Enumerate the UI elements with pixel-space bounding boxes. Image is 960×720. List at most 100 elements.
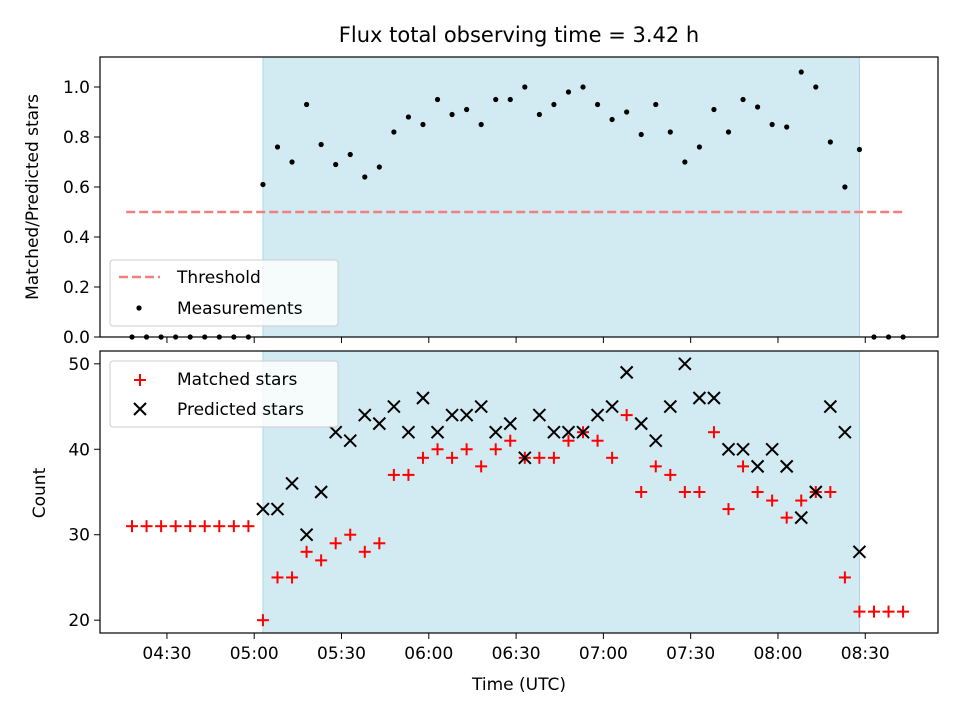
matched-star-point [155,520,168,533]
matched-star-point [722,503,735,516]
predicted-star-point [823,399,838,414]
bottom-xtick-label: 07:00 [579,644,628,664]
predicted-star-point [459,408,474,422]
predicted-star-stroke-b [372,416,387,431]
predicted-star-stroke-b [416,391,430,405]
predicted-star-point [779,459,794,474]
matched-star-point [184,520,197,533]
predicted-star-point [358,408,372,422]
bottom-ytick-label: 20 [68,611,90,631]
measurement-point [638,131,644,138]
matched-star-point [344,528,357,541]
predicted-star-point [619,365,634,380]
matched-star-point [373,537,386,550]
matched-star-point [591,434,604,447]
matched-star-point [315,554,328,567]
measurement-point [493,96,499,103]
matched-star-point [693,486,706,498]
top-legend: Threshold Measurements [109,259,339,327]
predicted-star-stroke-b [750,459,765,474]
predicted-star-stroke-b [678,357,692,371]
predicted-star-stroke-b [256,502,270,516]
predicted-star-stroke-b [532,408,547,422]
predicted-star-point [503,416,517,431]
predicted-star-stroke-b [663,399,678,414]
matched-star-point [242,520,255,533]
predicted-star-stroke-b [765,442,779,456]
measurement-point [478,121,484,128]
top-ytick-label: 0.4 [63,228,90,248]
top-ytick-label: 0.8 [63,128,90,148]
predicted-star-stroke-b [823,399,838,414]
bottom-panel: 20 30 40 50 04:30 05:00 05:30 06:00 06:30 07:00 07… [68,350,939,664]
matched-star-point [867,605,880,618]
measurement-point [667,129,673,135]
matched-star-point [169,520,182,533]
predicted-star-point [750,459,765,474]
measurement-point [769,121,775,128]
measurement-point [856,146,863,153]
predicted-star-stroke-b [838,425,852,439]
matched-star-point [853,605,866,618]
measurement-point [522,84,528,90]
predicted-star-point [649,434,663,448]
matched-star-point [897,605,910,618]
predicted-star-stroke-b [634,416,648,431]
predicted-star-point [256,502,270,516]
bottom-xtick-label: 04:30 [142,644,191,664]
measurement-point [740,96,746,103]
predicted-star-point [430,425,445,439]
predicted-star-stroke-b [401,425,416,439]
predicted-star-point [634,416,648,431]
matched-star-point [402,468,415,481]
predicted-star-stroke-b [692,391,707,405]
bottom-observing-window [262,351,860,633]
matched-star-point [824,486,837,498]
measurement-point [507,96,513,103]
predicted-star-stroke-b [721,442,736,456]
measurement-point [624,109,630,115]
top-ylabel: Matched/Predicted stars [23,94,43,300]
predicted-star-point [372,416,387,431]
measurement-point [594,101,601,108]
xlabel: Time (UTC) [471,675,566,695]
measurement-point [653,101,659,108]
matched-star-point [504,434,517,447]
predicted-star-stroke-b [779,459,794,474]
top-legend-box [109,259,339,327]
matched-star-point [213,520,226,533]
measurement-point [289,159,295,165]
predicted-star-point [387,399,401,414]
bottom-xtick-label: 07:30 [666,644,715,664]
predicted-star-point [299,528,314,542]
predicted-star-point [678,357,692,371]
measurement-point [813,84,819,90]
measurement-point [303,101,310,108]
matched-star-point [882,605,895,618]
matched-star-point [635,486,648,498]
predicted-star-stroke-b [649,434,663,448]
predicted-star-point [314,485,328,499]
top-plot-frame [99,56,939,338]
predicted-star-point [692,391,707,405]
measurement-point [609,116,615,123]
legend-measurements-swatch [136,305,142,311]
measurement-point [362,174,368,180]
predicted-star-point [532,408,547,422]
predicted-star-stroke-b [707,391,721,405]
predicted-star-point [721,442,736,456]
measurement-point [274,144,281,150]
predicted-star-point [561,425,576,439]
measurement-point [449,111,455,118]
predicted-star-stroke-b [489,425,503,439]
chart-title: Flux total observing time = 3.42 h [339,23,699,47]
matched-star-point [140,520,153,533]
predicted-star-stroke-b [605,399,619,414]
predicted-star-stroke-b [619,365,634,380]
predicted-star-stroke-b [343,434,357,448]
predicted-star-stroke-b [809,485,823,499]
predicted-star-point [328,425,343,439]
predicted-star-point [270,502,285,516]
predicted-star-stroke-b [518,451,532,465]
